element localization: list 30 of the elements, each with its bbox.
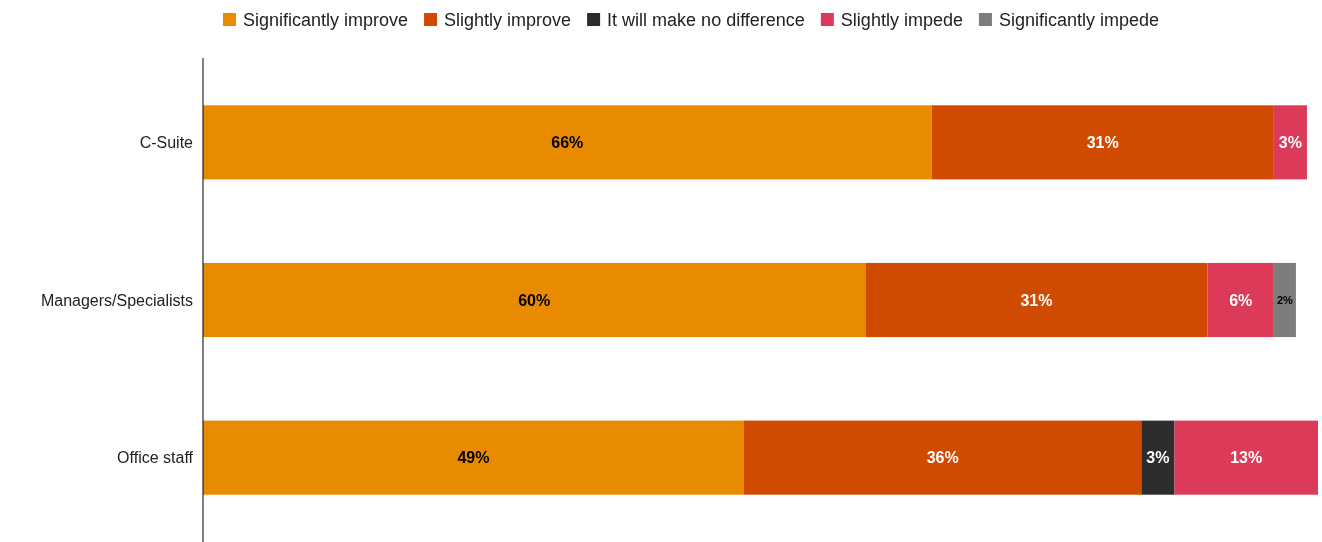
bar <box>1273 105 1307 180</box>
data-label: 60% <box>518 291 551 309</box>
data-label: 31% <box>1020 291 1053 309</box>
legend-label: Significantly impede <box>998 10 1160 31</box>
y-tick-label: Office staff <box>117 449 194 467</box>
bar <box>931 105 1274 180</box>
y-tick-label: C-Suite <box>139 133 194 151</box>
bar <box>203 105 932 180</box>
legend-label: Significantly improve <box>242 10 409 31</box>
y-tick-label: Managers/Specialists <box>40 291 193 309</box>
data-label: 3% <box>1146 449 1170 467</box>
bar <box>1174 420 1319 495</box>
data-label: 6% <box>1229 291 1253 309</box>
data-label: 66% <box>551 133 584 151</box>
data-label: 31% <box>1086 133 1119 151</box>
bar <box>1207 262 1274 338</box>
data-label: 49% <box>457 449 490 467</box>
bar <box>743 420 1142 495</box>
data-label: 3% <box>1278 133 1302 151</box>
data-label: 13% <box>1230 449 1263 467</box>
legend-label: Slightly improve <box>444 10 572 31</box>
data-label: 2% <box>1276 293 1294 306</box>
bar <box>865 262 1208 338</box>
bar <box>203 262 866 338</box>
legend-label: Slightly impede <box>840 10 963 31</box>
bar <box>1141 420 1175 495</box>
bar <box>203 420 744 495</box>
data-label: 36% <box>926 449 959 467</box>
bar <box>1273 262 1296 338</box>
legend-label: It will make no difference <box>607 10 805 31</box>
